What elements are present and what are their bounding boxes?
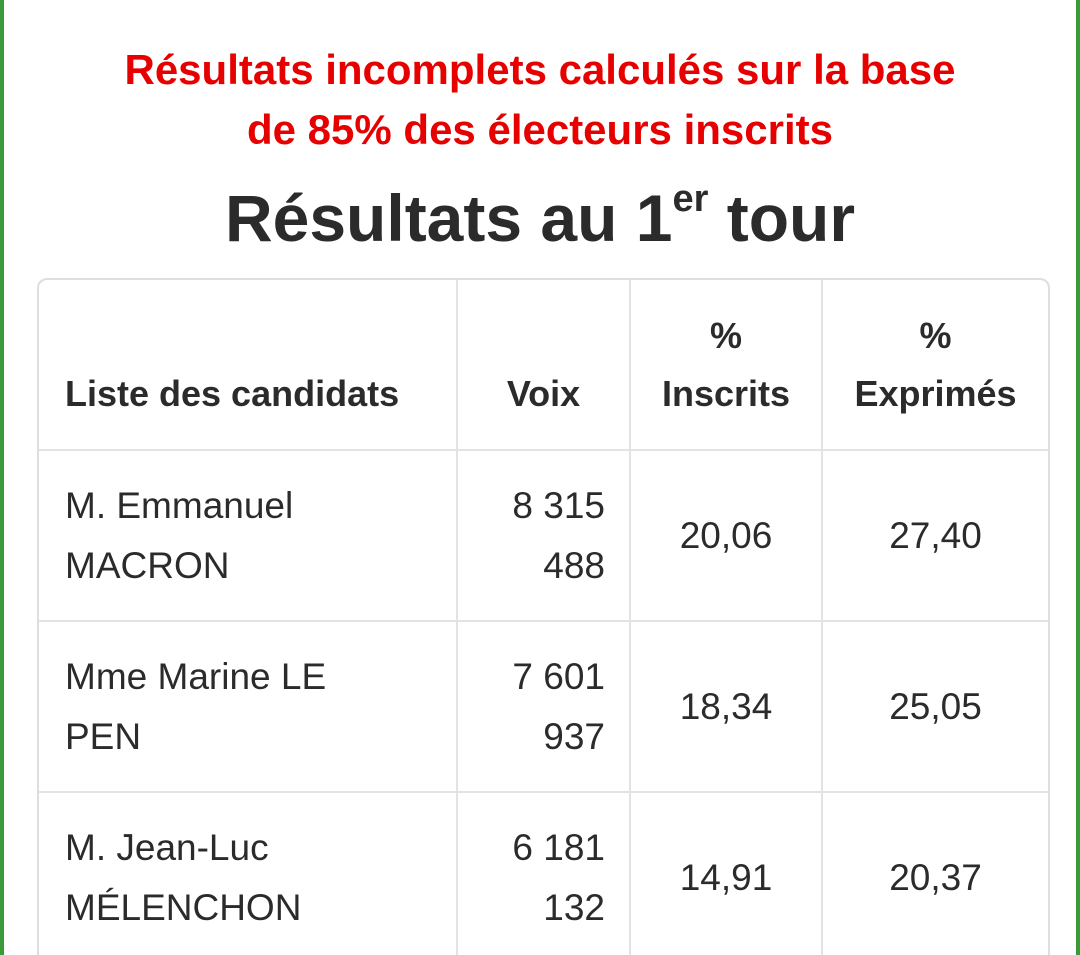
header-pct-inscrits: % Inscrits: [630, 280, 823, 451]
header-pct-inscrits-label: Inscrits: [661, 373, 791, 414]
candidate-pct-exprimes: 25,05: [822, 621, 1048, 793]
candidate-name-line-1: M. Jean-Luc: [65, 826, 269, 868]
notice-line-1: Résultats incomplets calculés sur la bas…: [124, 46, 956, 93]
voix-line-2: 132: [543, 886, 605, 928]
notice-line-2: de 85% des électeurs inscrits: [247, 106, 833, 153]
voix-line-1: 6 181: [512, 826, 605, 868]
candidate-name-line-2: PEN: [65, 715, 142, 757]
page-title: Résultats au 1er tour: [4, 178, 1076, 258]
candidate-name-line-1: Mme Marine LE: [65, 655, 327, 697]
candidate-voix: 6 181 132: [457, 792, 631, 955]
header-pct-inscrits-symbol: %: [709, 315, 742, 356]
table-header-row: Liste des candidats Voix % Inscrits % Ex…: [39, 280, 1048, 451]
candidate-name: Mme Marine LE PEN: [39, 621, 458, 793]
voix-line-2: 937: [543, 715, 605, 757]
header-pct-exprimes: % Exprimés: [822, 280, 1048, 451]
results-table-container: Liste des candidats Voix % Inscrits % Ex…: [37, 278, 1050, 955]
candidate-pct-inscrits: 18,34: [630, 621, 823, 793]
candidate-voix: 8 315 488: [457, 450, 631, 622]
candidate-name: M. Emmanuel MACRON: [39, 450, 458, 622]
incomplete-results-notice: Résultats incomplets calculés sur la bas…: [24, 40, 1056, 160]
candidate-pct-exprimes: 20,37: [822, 792, 1048, 955]
voix-line-2: 488: [543, 544, 605, 586]
table-row: Mme Marine LE PEN 7 601 937 18,34 25,05: [39, 621, 1048, 793]
title-end: tour: [726, 181, 856, 255]
header-pct-exprimes-symbol: %: [919, 315, 952, 356]
voix-line-1: 7 601: [512, 655, 605, 697]
candidate-name-line-2: MACRON: [65, 544, 230, 586]
candidate-pct-exprimes: 27,40: [822, 450, 1048, 622]
title-superscript: er: [672, 178, 709, 220]
candidate-pct-inscrits: 20,06: [630, 450, 823, 622]
candidate-name: M. Jean-Luc MÉLENCHON: [39, 792, 458, 955]
candidate-name-line-1: M. Emmanuel: [65, 484, 294, 526]
header-pct-exprimes-label: Exprimés: [854, 373, 1017, 414]
title-main: Résultats au 1: [224, 181, 673, 255]
header-candidates: Liste des candidats: [39, 280, 458, 451]
results-table: Liste des candidats Voix % Inscrits % Ex…: [39, 280, 1048, 955]
table-row: M. Jean-Luc MÉLENCHON 6 181 132 14,91 20…: [39, 792, 1048, 955]
candidate-name-line-2: MÉLENCHON: [65, 886, 302, 928]
candidate-voix: 7 601 937: [457, 621, 631, 793]
header-voix: Voix: [457, 280, 631, 451]
candidate-pct-inscrits: 14,91: [630, 792, 823, 955]
voix-line-1: 8 315: [512, 484, 605, 526]
table-row: M. Emmanuel MACRON 8 315 488 20,06 27,40: [39, 450, 1048, 622]
